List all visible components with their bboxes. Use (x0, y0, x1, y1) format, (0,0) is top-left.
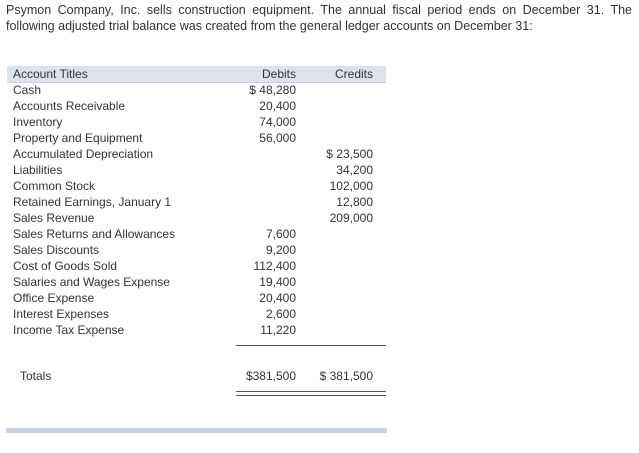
account-title: Sales Returns and Allowances (13, 227, 176, 241)
account-title: Liabilities (13, 163, 63, 177)
debit-value: 11,220 (260, 323, 296, 337)
table-row: Income Tax Expense 11,220 (7, 322, 386, 338)
debit-value: 2,600 (265, 307, 296, 321)
totals-credit: $ 381,500 (319, 369, 373, 383)
header-account-titles: Account Titles (13, 67, 88, 81)
table-row: Sales Revenue 209,000 (7, 210, 386, 226)
totals-double-rule-bottom (236, 395, 386, 396)
account-title: Sales Discounts (13, 243, 100, 257)
account-title: Common Stock (13, 179, 96, 193)
account-title: Cash (13, 83, 42, 97)
table-row: Property and Equipment 56,000 (7, 130, 386, 146)
debit-value: 19,400 (259, 275, 296, 289)
table-row: Accumulated Depreciation $ 23,500 (7, 146, 386, 162)
totals-double-rule-top (236, 391, 386, 392)
debit-value: 9,200 (265, 243, 296, 257)
debit-value: 7,600 (265, 227, 296, 241)
totals-debit: $381,500 (245, 369, 296, 383)
table-row: Cost of Goods Sold 112,400 (7, 258, 386, 274)
credit-value: 12,800 (336, 195, 373, 209)
credit-value: 102,000 (329, 179, 373, 193)
account-title: Accumulated Depreciation (13, 147, 154, 161)
account-title: Retained Earnings, January 1 (13, 195, 172, 209)
bottom-divider-bar (6, 428, 387, 433)
table-row: Office Expense 20,400 (7, 290, 386, 306)
problem-intro: Psymon Company, Inc. sells construction … (6, 3, 632, 33)
header-debits: Debits (261, 67, 296, 81)
credit-value: $ 23,500 (326, 147, 373, 161)
table-row: Liabilities 34,200 (7, 162, 386, 178)
account-title: Sales Revenue (13, 211, 95, 225)
table-row: Cash $ 48,280 (7, 82, 386, 98)
account-title: Interest Expenses (13, 307, 110, 321)
account-title: Salaries and Wages Expense (13, 275, 170, 289)
table-row: Accounts Receivable 20,400 (7, 98, 386, 114)
account-title: Cost of Goods Sold (13, 259, 118, 273)
table-header: Account Titles Debits Credits (7, 66, 386, 83)
debit-value: $ 48,280 (249, 83, 296, 97)
table-row: Common Stock 102,000 (7, 178, 386, 194)
debit-value: 112,400 (253, 259, 297, 273)
debit-value: 20,400 (259, 291, 296, 305)
credit-value: 209,000 (329, 211, 373, 225)
credit-value: 34,200 (336, 163, 373, 177)
account-title: Office Expense (13, 291, 95, 305)
debit-value: 56,000 (259, 131, 296, 145)
subtotal-rule (236, 345, 386, 346)
debit-value: 20,400 (259, 99, 296, 113)
table-row: Salaries and Wages Expense 19,400 (7, 274, 386, 290)
account-title: Property and Equipment (13, 131, 143, 145)
account-title: Income Tax Expense (13, 323, 125, 337)
table-row: Inventory 74,000 (7, 114, 386, 130)
totals-row: Totals $381,500 $ 381,500 (7, 368, 386, 384)
table-row: Sales Returns and Allowances 7,600 (7, 226, 386, 242)
account-title: Accounts Receivable (13, 99, 126, 113)
debit-value: 74,000 (259, 115, 296, 129)
table-row: Interest Expenses 2,600 (7, 306, 386, 322)
table-row: Retained Earnings, January 1 12,800 (7, 194, 386, 210)
table-row: Sales Discounts 9,200 (7, 242, 386, 258)
header-credits: Credits (334, 67, 373, 81)
totals-label: Totals (20, 369, 52, 383)
account-title: Inventory (13, 115, 63, 129)
